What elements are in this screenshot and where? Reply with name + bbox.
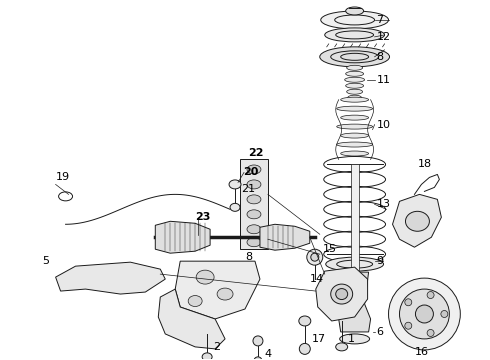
- Text: 21: 21: [241, 184, 255, 194]
- Ellipse shape: [405, 299, 412, 306]
- Text: 8: 8: [245, 252, 252, 262]
- Ellipse shape: [427, 329, 434, 337]
- Ellipse shape: [247, 238, 261, 247]
- Bar: [240, 159, 268, 249]
- Text: 20: 20: [243, 167, 258, 177]
- Ellipse shape: [337, 124, 372, 129]
- Text: 11: 11: [377, 75, 391, 85]
- Ellipse shape: [196, 270, 214, 284]
- Text: 5: 5: [43, 256, 49, 266]
- Ellipse shape: [405, 322, 412, 329]
- Polygon shape: [260, 224, 310, 250]
- Ellipse shape: [247, 225, 261, 234]
- Text: 6: 6: [377, 327, 384, 337]
- Ellipse shape: [247, 210, 261, 219]
- Text: 14: 14: [310, 274, 324, 284]
- Ellipse shape: [299, 316, 311, 326]
- Text: 7: 7: [377, 15, 384, 25]
- Ellipse shape: [345, 71, 364, 76]
- Ellipse shape: [247, 195, 261, 204]
- Ellipse shape: [336, 343, 348, 351]
- Text: 15: 15: [323, 244, 337, 254]
- Ellipse shape: [202, 353, 212, 360]
- Text: 19: 19: [55, 172, 70, 183]
- Text: 2: 2: [213, 342, 220, 352]
- Text: 1: 1: [348, 334, 355, 344]
- Text: 23: 23: [195, 212, 211, 222]
- Ellipse shape: [341, 133, 368, 138]
- Ellipse shape: [345, 7, 364, 15]
- Ellipse shape: [341, 151, 368, 156]
- Text: 18: 18: [417, 159, 432, 170]
- Ellipse shape: [346, 89, 363, 94]
- Ellipse shape: [341, 115, 368, 120]
- Ellipse shape: [326, 257, 384, 271]
- Ellipse shape: [331, 284, 353, 304]
- Text: 12: 12: [377, 32, 391, 42]
- Polygon shape: [392, 194, 441, 247]
- Polygon shape: [175, 261, 260, 319]
- Text: 9: 9: [377, 256, 384, 266]
- Ellipse shape: [321, 11, 389, 29]
- Ellipse shape: [307, 249, 323, 265]
- Polygon shape: [339, 272, 370, 332]
- Ellipse shape: [247, 180, 261, 189]
- Ellipse shape: [344, 77, 365, 82]
- Ellipse shape: [399, 289, 449, 339]
- Text: 17: 17: [312, 334, 326, 344]
- Ellipse shape: [346, 65, 363, 70]
- Ellipse shape: [188, 296, 202, 306]
- Text: 8: 8: [377, 52, 384, 62]
- Polygon shape: [316, 267, 368, 321]
- Ellipse shape: [311, 253, 319, 261]
- Ellipse shape: [320, 47, 390, 67]
- Ellipse shape: [337, 106, 372, 111]
- Ellipse shape: [341, 97, 368, 102]
- Ellipse shape: [340, 334, 369, 344]
- Text: 22: 22: [248, 148, 264, 158]
- Text: 10: 10: [377, 120, 391, 130]
- Ellipse shape: [217, 288, 233, 300]
- Bar: [351, 165, 359, 272]
- Polygon shape: [158, 289, 225, 349]
- Ellipse shape: [336, 289, 348, 300]
- Ellipse shape: [299, 343, 310, 354]
- Ellipse shape: [253, 336, 263, 346]
- Ellipse shape: [389, 278, 460, 350]
- Text: 4: 4: [264, 349, 271, 359]
- Ellipse shape: [427, 292, 434, 298]
- Ellipse shape: [348, 95, 362, 100]
- Text: 13: 13: [377, 199, 391, 210]
- Ellipse shape: [254, 357, 262, 360]
- Ellipse shape: [406, 211, 429, 231]
- Polygon shape: [55, 262, 165, 294]
- Ellipse shape: [325, 28, 385, 42]
- Polygon shape: [155, 221, 210, 253]
- Ellipse shape: [441, 311, 448, 318]
- Ellipse shape: [247, 165, 261, 174]
- Ellipse shape: [345, 83, 364, 88]
- Text: 16: 16: [415, 347, 428, 357]
- Ellipse shape: [337, 142, 372, 147]
- Ellipse shape: [229, 180, 241, 189]
- Ellipse shape: [416, 305, 433, 323]
- Ellipse shape: [230, 203, 240, 211]
